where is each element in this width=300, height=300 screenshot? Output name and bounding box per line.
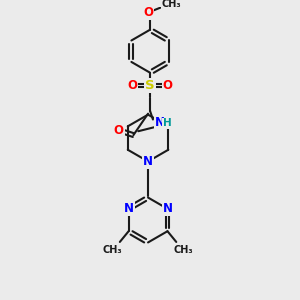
Text: O: O [163,79,172,92]
Text: N: N [124,202,134,215]
Text: N: N [163,202,172,215]
Text: O: O [128,79,137,92]
Text: N: N [155,116,165,129]
Text: N: N [143,155,153,168]
Text: CH₃: CH₃ [162,0,181,9]
Text: CH₃: CH₃ [102,245,122,255]
Text: O: O [143,6,153,19]
Text: H: H [163,118,172,128]
Text: S: S [145,79,155,92]
Text: CH₃: CH₃ [173,245,193,255]
Text: O: O [114,124,124,137]
